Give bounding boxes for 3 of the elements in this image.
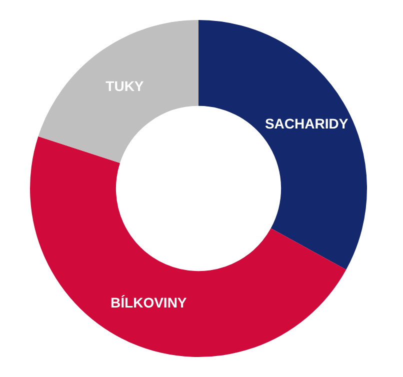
slice-label: SACHARIDY — [264, 115, 349, 132]
slice-label: BÍLKOVINY — [110, 294, 188, 311]
slice-label: TUKY — [106, 78, 144, 94]
